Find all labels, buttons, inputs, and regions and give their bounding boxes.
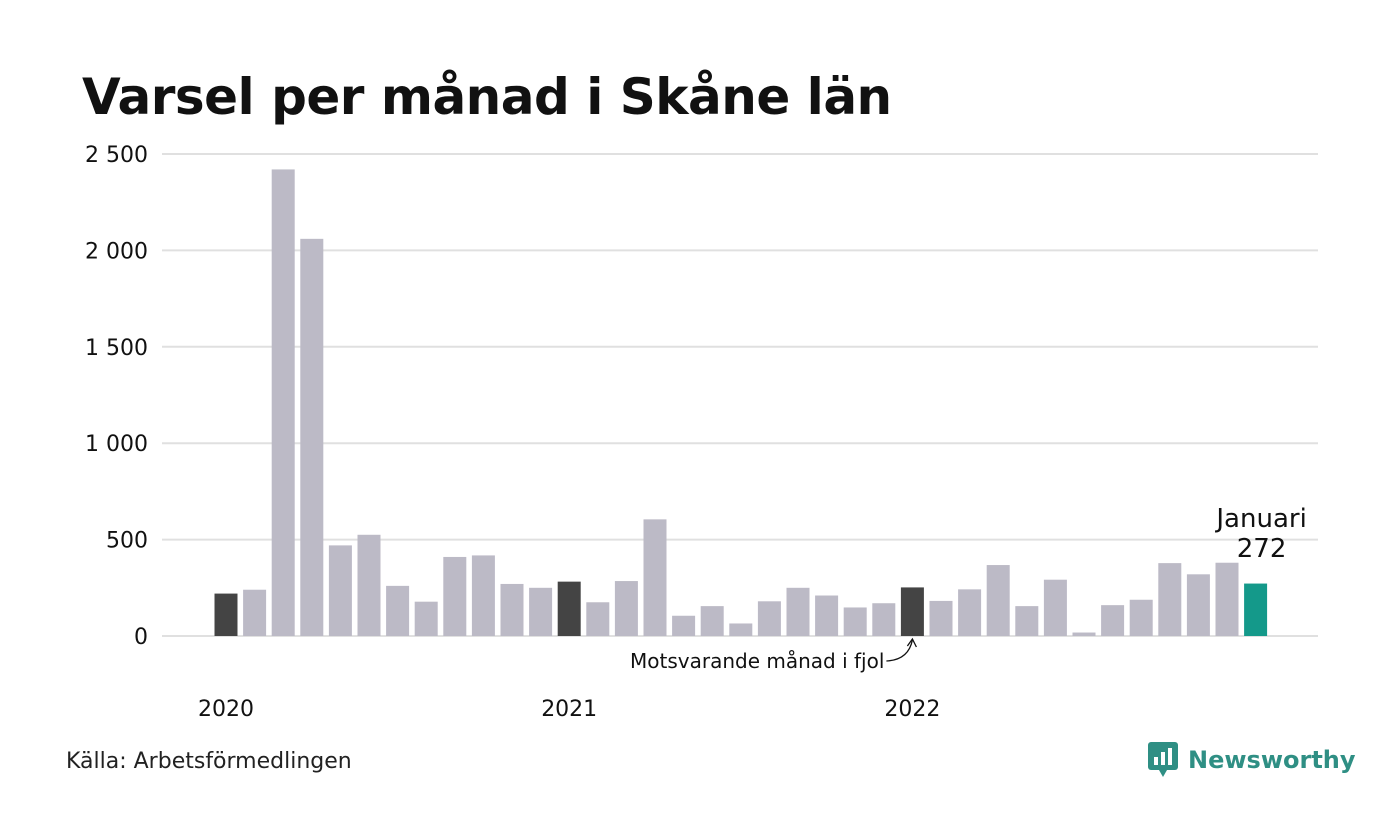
chart-title: Varsel per månad i Skåne län — [82, 68, 892, 126]
bar — [1015, 606, 1039, 636]
bar — [529, 587, 553, 636]
y-tick-label: 500 — [106, 529, 148, 554]
y-tick-label: 2 000 — [85, 239, 148, 264]
brand-logo: Newsworthy — [1148, 742, 1356, 778]
bar — [786, 587, 810, 636]
bar — [414, 601, 438, 636]
bar — [328, 545, 352, 636]
bar — [958, 589, 982, 636]
y-tick-label: 0 — [134, 625, 148, 650]
bar — [243, 589, 267, 636]
bar — [729, 623, 753, 636]
bar — [557, 581, 581, 636]
bar — [214, 593, 238, 636]
bar — [586, 602, 610, 636]
bar — [700, 606, 724, 636]
bar — [672, 615, 696, 636]
bar-chart: 0 500 1 000 1 500 2 000 2 500 2020 2021 2022 Janu… — [85, 143, 1318, 722]
bar — [929, 600, 953, 636]
y-tick-label: 1 500 — [85, 336, 148, 361]
x-tick-label: 2022 — [884, 697, 940, 722]
bar — [471, 555, 495, 636]
bar — [643, 519, 667, 636]
bar — [1101, 605, 1125, 636]
previous-year-label: Motsvarande månad i fjol — [630, 649, 884, 673]
bar — [271, 169, 295, 636]
newsworthy-logo-icon — [1148, 742, 1178, 777]
bar — [900, 587, 924, 636]
bar — [986, 565, 1010, 636]
bar — [1215, 562, 1239, 636]
y-tick-label: 1 000 — [85, 432, 148, 457]
bar — [1186, 574, 1210, 636]
bar — [843, 607, 867, 636]
brand-name: Newsworthy — [1188, 746, 1356, 774]
bar — [815, 595, 839, 636]
x-tick-label: 2021 — [541, 697, 597, 722]
x-tick-label: 2020 — [198, 697, 254, 722]
bar — [1158, 563, 1182, 636]
bar — [1244, 583, 1268, 636]
annotation-arrow — [886, 639, 914, 662]
bar — [1072, 632, 1096, 636]
current-month-label: Januari — [1214, 504, 1306, 534]
bar — [443, 556, 467, 636]
source-note: Källa: Arbetsförmedlingen — [66, 749, 352, 774]
current-value-label: 272 — [1237, 534, 1287, 564]
bar — [357, 534, 381, 636]
bar — [386, 585, 410, 636]
bar — [1129, 599, 1153, 636]
annotation-arrowhead — [906, 637, 917, 648]
bar — [614, 581, 638, 636]
bar — [300, 238, 324, 636]
y-tick-label: 2 500 — [85, 143, 148, 168]
bar — [757, 601, 781, 636]
bar — [1043, 579, 1067, 636]
bar — [500, 583, 524, 636]
bar — [872, 603, 896, 636]
